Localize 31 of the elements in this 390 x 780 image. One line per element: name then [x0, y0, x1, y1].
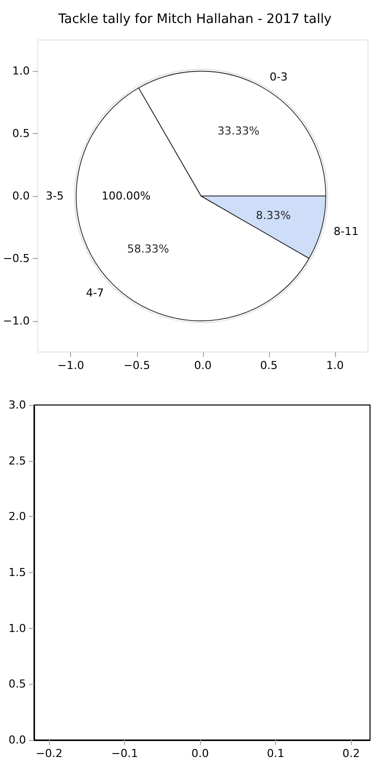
y-tick-label: 1.0: [12, 64, 30, 78]
x-tick-label: −0.5: [123, 359, 150, 372]
x-tick-label: 0.1: [266, 747, 284, 760]
slice-label: 4-7: [86, 286, 104, 300]
y-tick-label: 0.5: [12, 127, 30, 140]
y-tick-label: 0.0: [8, 734, 26, 746]
data-label: 8.33%: [256, 208, 291, 222]
y-tick-label: 2.0: [8, 510, 26, 524]
x-tick-label: 0.5: [260, 359, 278, 372]
data-label: 100.00%: [102, 190, 151, 202]
x-tick-label: 0.2: [342, 747, 360, 760]
y-tick-label: 0.5: [8, 678, 26, 691]
y-tick-label: 0.0: [12, 190, 30, 202]
x-tick-label: −0.1: [111, 747, 138, 760]
y-tick-label: 1.5: [8, 566, 26, 579]
chart-title: Tackle tally for Mitch Hallahan - 2017 tally: [57, 12, 332, 27]
x-tick-label: 1.0: [326, 359, 344, 372]
x-tick-label: 0.0: [194, 359, 212, 372]
y-tick-label: 2.5: [8, 454, 26, 468]
x-tick-label: 0.0: [191, 747, 209, 760]
slice-label: 3-5: [46, 190, 64, 202]
y-tick-label: 3.0: [8, 398, 26, 412]
y-tick-label: 1.0: [8, 622, 26, 635]
y-tick-label: −0.5: [2, 252, 30, 265]
data-label: 33.33%: [217, 124, 260, 138]
x-tick-label: −1.0: [57, 359, 84, 372]
x-tick-label: −0.2: [36, 747, 62, 760]
y-tick-label: −1.0: [2, 314, 30, 328]
slice-label: 8-11: [334, 225, 359, 238]
slice-label: 0-3: [270, 70, 288, 84]
data-label: 58.33%: [127, 242, 170, 256]
